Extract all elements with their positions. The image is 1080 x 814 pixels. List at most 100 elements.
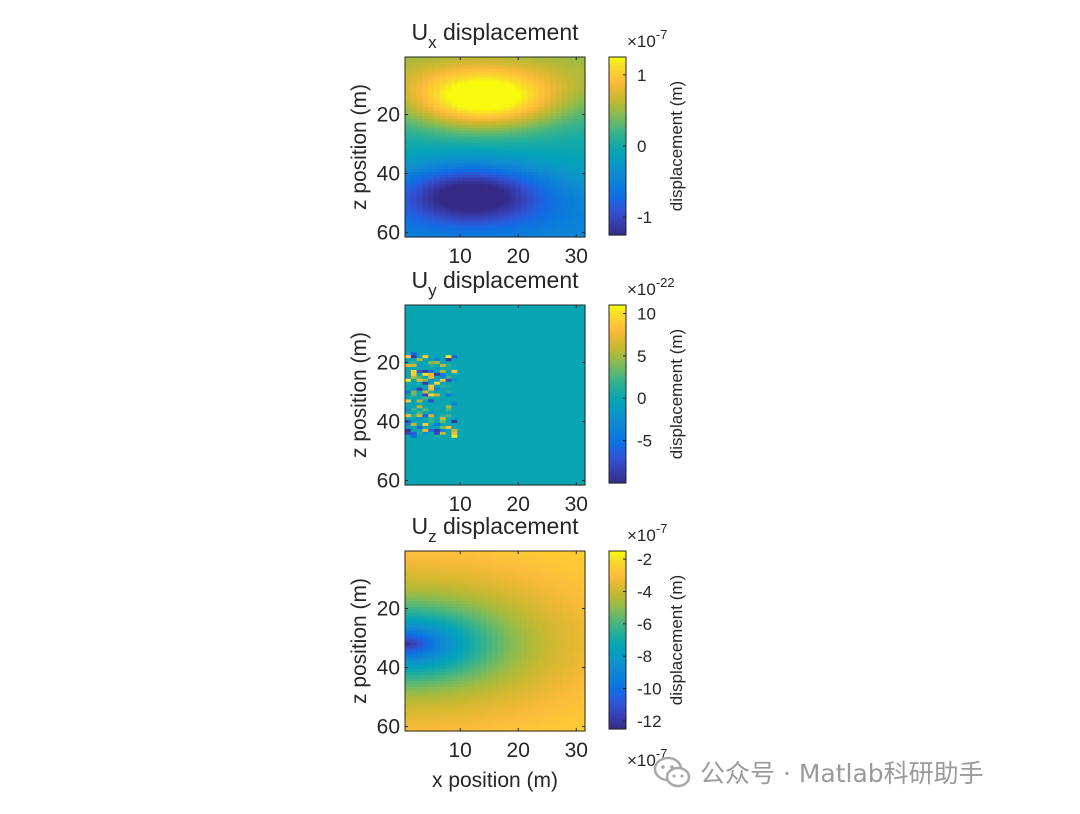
heatmap-cell bbox=[492, 116, 499, 120]
colorbar-segment bbox=[609, 349, 626, 353]
heatmap-cell bbox=[445, 473, 453, 477]
heatmap-cell bbox=[480, 160, 487, 164]
heatmap-cell bbox=[416, 59, 424, 64]
heatmap-cell bbox=[439, 142, 447, 147]
heatmap-cell bbox=[486, 408, 493, 412]
heatmap-cell bbox=[538, 337, 545, 342]
heatmap-cell bbox=[532, 225, 540, 229]
heatmap-cell bbox=[428, 361, 435, 365]
heatmap-cell bbox=[439, 414, 447, 418]
heatmap-cell bbox=[439, 428, 447, 433]
heatmap-cell bbox=[555, 449, 563, 454]
heatmap-cell bbox=[492, 423, 499, 427]
heatmap-cell bbox=[468, 65, 476, 70]
heatmap-cell bbox=[573, 180, 580, 185]
heatmap-cell bbox=[480, 101, 487, 105]
heatmap-cell bbox=[550, 612, 557, 617]
heatmap-cell bbox=[445, 366, 453, 371]
heatmap-cell bbox=[532, 65, 540, 70]
heatmap-cell bbox=[550, 101, 557, 105]
heatmap-cell bbox=[515, 580, 522, 585]
heatmap-cell bbox=[463, 464, 470, 468]
heatmap-cell bbox=[486, 568, 493, 573]
heatmap-cell bbox=[416, 601, 424, 605]
heatmap-cell bbox=[480, 305, 487, 309]
heatmap-cell bbox=[492, 574, 499, 579]
heatmap-cell bbox=[468, 160, 476, 164]
heatmap-cell bbox=[509, 411, 516, 415]
heatmap-cell bbox=[567, 83, 574, 88]
heatmap-cell bbox=[410, 393, 418, 398]
heatmap-cell bbox=[451, 568, 458, 573]
heatmap-cell bbox=[497, 580, 505, 585]
heatmap-cell bbox=[509, 62, 516, 67]
heatmap-cell bbox=[509, 183, 516, 188]
heatmap-cell bbox=[521, 423, 528, 427]
heatmap-cell bbox=[544, 470, 551, 474]
heatmap-cell bbox=[410, 580, 418, 585]
heatmap-cell bbox=[480, 384, 487, 389]
heatmap-cell bbox=[509, 452, 516, 457]
heatmap-cell bbox=[474, 455, 482, 460]
heatmap-cell bbox=[457, 381, 464, 386]
heatmap-cell bbox=[468, 369, 476, 374]
heatmap-cell bbox=[567, 130, 574, 135]
heatmap-cell bbox=[515, 319, 522, 324]
heatmap-cell bbox=[538, 118, 545, 123]
heatmap-cell bbox=[480, 313, 487, 318]
heatmap-cell bbox=[451, 443, 458, 448]
heatmap-cell bbox=[405, 352, 412, 356]
heatmap-cell bbox=[573, 313, 580, 318]
heatmap-cell bbox=[480, 369, 487, 374]
heatmap-cell bbox=[544, 393, 551, 398]
heatmap-cell bbox=[422, 139, 429, 144]
heatmap-cell bbox=[515, 375, 522, 380]
heatmap-cell bbox=[579, 89, 586, 94]
heatmap-cell bbox=[468, 133, 476, 138]
heatmap-cell bbox=[474, 592, 482, 596]
heatmap-cell bbox=[544, 417, 551, 421]
heatmap-cell bbox=[567, 476, 574, 480]
heatmap-cell bbox=[503, 68, 511, 73]
heatmap-cell bbox=[526, 145, 534, 150]
heatmap-cell bbox=[457, 148, 464, 153]
heatmap-cell bbox=[526, 580, 534, 585]
heatmap-cell bbox=[509, 340, 516, 344]
heatmap-cell bbox=[486, 219, 493, 223]
heatmap-cell bbox=[439, 390, 447, 395]
heatmap-cell bbox=[555, 340, 563, 344]
heatmap-cell bbox=[468, 319, 476, 324]
heatmap-cell bbox=[503, 225, 511, 229]
heatmap-cell bbox=[526, 470, 534, 474]
heatmap-cell bbox=[515, 615, 522, 620]
heatmap-cell bbox=[486, 151, 493, 155]
heatmap-cell bbox=[416, 592, 424, 596]
heatmap-cell bbox=[457, 405, 464, 409]
heatmap-cell bbox=[445, 210, 453, 214]
heatmap-cell bbox=[480, 74, 487, 79]
heatmap-cell bbox=[579, 201, 586, 206]
heatmap-cell bbox=[532, 434, 540, 439]
heatmap-cell bbox=[567, 113, 574, 117]
heatmap-cell bbox=[509, 201, 516, 206]
heatmap-cell bbox=[480, 479, 487, 483]
heatmap-cell bbox=[492, 434, 499, 439]
heatmap-cell bbox=[474, 59, 482, 64]
heatmap-cell bbox=[544, 375, 551, 380]
heatmap-cell bbox=[451, 166, 458, 170]
heatmap-cell bbox=[486, 390, 493, 395]
heatmap-cell bbox=[468, 612, 476, 617]
heatmap-cell bbox=[463, 355, 470, 359]
heatmap-cell bbox=[544, 443, 551, 448]
heatmap-cell bbox=[480, 440, 487, 445]
heatmap-cell bbox=[573, 636, 580, 641]
heatmap-cell bbox=[486, 479, 493, 483]
heatmap-cell bbox=[445, 423, 453, 427]
heatmap-cell bbox=[515, 470, 522, 474]
heatmap-cell bbox=[457, 172, 464, 176]
heatmap-cell bbox=[515, 355, 522, 359]
heatmap-cell bbox=[492, 83, 499, 88]
colorbar-segment bbox=[609, 374, 626, 378]
heatmap-cell bbox=[555, 627, 563, 632]
heatmap-cell bbox=[410, 163, 418, 167]
